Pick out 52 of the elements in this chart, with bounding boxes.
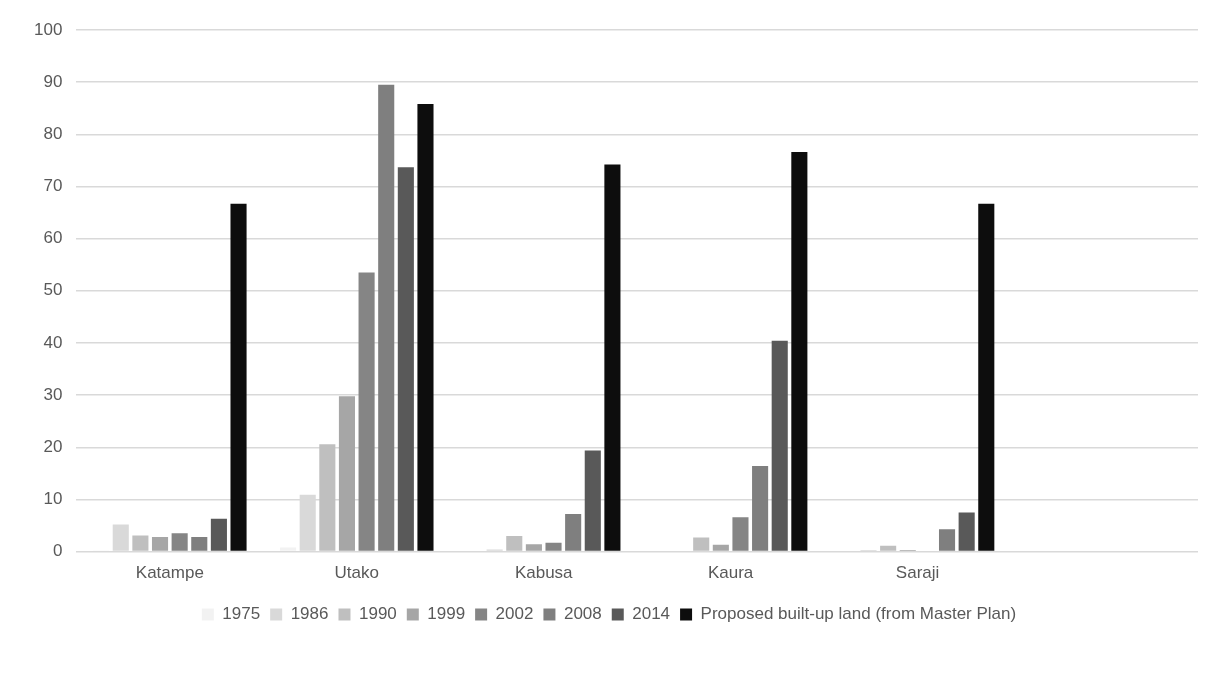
x-tick-label: Kaura — [707, 563, 754, 583]
x-tick-label: Saraji — [895, 563, 940, 583]
bar — [938, 529, 956, 551]
y-tick-label: 100 — [33, 19, 63, 39]
x-tick-label: Utako — [334, 563, 379, 583]
legend-label: 1986 — [290, 604, 329, 624]
bar — [791, 152, 808, 551]
bar — [584, 450, 601, 551]
y-tick-label: 60 — [43, 228, 63, 248]
bar — [417, 104, 434, 551]
bar — [358, 272, 375, 551]
legend-label: 2008 — [563, 604, 602, 624]
legend-label: 1975 — [222, 604, 261, 624]
bar — [397, 167, 414, 551]
x-tick-label: Kabusa — [514, 563, 574, 583]
y-tick-label: 40 — [43, 332, 63, 352]
bar — [880, 545, 897, 551]
y-tick-label: 10 — [43, 489, 63, 509]
bar — [978, 203, 995, 551]
bar — [151, 537, 169, 551]
bar — [712, 544, 729, 551]
bar — [338, 396, 356, 551]
bar — [319, 444, 336, 551]
bar — [565, 514, 582, 551]
legend-label: 1990 — [358, 604, 397, 624]
y-tick-label: 80 — [43, 124, 63, 144]
y-tick-label: 0 — [52, 541, 63, 561]
bar — [752, 466, 769, 551]
bar — [506, 535, 523, 551]
bar — [545, 542, 562, 551]
y-tick-label: 30 — [43, 384, 63, 404]
y-tick-label: 20 — [43, 436, 63, 456]
bar — [604, 164, 621, 551]
bar — [230, 203, 247, 551]
bar — [525, 544, 542, 551]
bar — [132, 535, 149, 551]
bar — [191, 537, 208, 551]
y-tick-label: 50 — [43, 280, 63, 300]
x-tick-label: Katampe — [135, 563, 204, 583]
legend-label: 1999 — [427, 604, 466, 624]
bar — [958, 512, 975, 551]
bar — [693, 537, 710, 551]
legend-label: Proposed built-up land (from Master Plan) — [700, 604, 1017, 624]
bar — [210, 518, 227, 551]
y-tick-label: 90 — [43, 71, 63, 91]
legend-label: 2014 — [632, 604, 671, 624]
bar — [378, 84, 395, 551]
legend-label: 2002 — [495, 604, 534, 624]
y-tick-label: 70 — [43, 176, 63, 196]
bar — [771, 340, 788, 551]
bar — [171, 533, 188, 551]
bar — [732, 517, 749, 551]
